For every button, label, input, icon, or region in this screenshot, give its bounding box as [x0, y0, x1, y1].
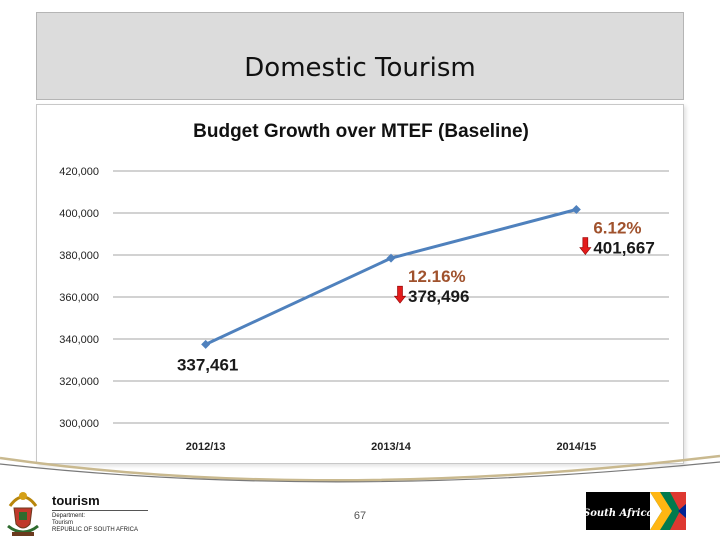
- y-tick-label: 300,000: [59, 418, 99, 430]
- growth-label: 6.12%: [593, 218, 641, 237]
- budget-growth-chart: Budget Growth over MTEF (Baseline) 300,00…: [59, 121, 669, 453]
- chart-panel: Budget Growth over MTEF (Baseline) 300,00…: [36, 104, 684, 464]
- south-africa-brand-logo: South Africa: [586, 492, 686, 530]
- data-label: 378,496: [408, 287, 469, 306]
- x-tick-label: 2013/14: [371, 441, 412, 453]
- data-point: [571, 204, 581, 214]
- y-tick-label: 420,000: [59, 166, 99, 178]
- dept-line1: Department:: [52, 513, 86, 519]
- department-logo: tourism Department: Tourism REPUBLIC OF …: [52, 494, 152, 534]
- data-label: 401,667: [593, 238, 654, 257]
- x-tick-label: 2014/15: [556, 441, 596, 453]
- x-tick-label: 2012/13: [186, 441, 226, 453]
- slide-title: Domestic Tourism: [244, 53, 476, 83]
- down-arrow-icon: [579, 237, 592, 255]
- footer-swoosh: [0, 454, 720, 483]
- dept-line3: REPUBLIC OF SOUTH AFRICA: [52, 527, 139, 533]
- down-arrow-icon: [393, 285, 407, 304]
- y-tick-label: 320,000: [59, 376, 99, 388]
- dept-divider: [52, 510, 148, 511]
- data-point: [201, 339, 211, 349]
- growth-label: 12.16%: [408, 267, 466, 286]
- y-tick-label: 340,000: [59, 334, 99, 346]
- series-line: [205, 208, 577, 346]
- dept-name: tourism: [52, 493, 100, 508]
- y-tick-label: 360,000: [59, 292, 99, 304]
- data-point: [386, 253, 396, 263]
- page-number: 67: [353, 510, 367, 522]
- coat-of-arms-logo: [7, 492, 39, 536]
- dept-line2: Tourism: [52, 520, 74, 526]
- data-label: 337,461: [177, 355, 238, 374]
- brand-text: South Africa: [586, 508, 653, 519]
- y-tick-label: 380,000: [59, 250, 99, 262]
- chart-title: Budget Growth over MTEF (Baseline): [193, 121, 529, 142]
- y-tick-label: 400,000: [59, 208, 99, 220]
- slide-title-box: Domestic Tourism: [36, 12, 684, 100]
